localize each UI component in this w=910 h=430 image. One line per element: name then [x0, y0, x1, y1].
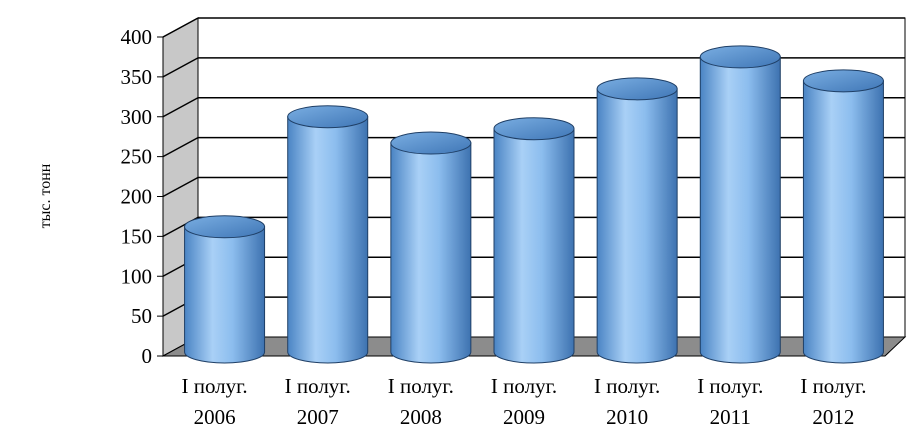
x-tick-label: I полуг.: [491, 374, 557, 398]
x-tick-label: I полуг.: [697, 374, 763, 398]
bar-body: [390, 142, 472, 364]
bar-cap: [184, 215, 266, 239]
x-tick-label-year: 2008: [400, 405, 442, 429]
bar-body: [184, 226, 266, 364]
bar: [493, 117, 575, 364]
bar-cap: [802, 69, 884, 93]
bar-body: [802, 80, 884, 364]
bar-cap: [493, 117, 575, 141]
y-tick-label: 300: [121, 105, 153, 129]
x-tick-label-year: 2006: [194, 405, 236, 429]
x-tick-label: I полуг.: [800, 374, 866, 398]
gridline-side: [162, 57, 199, 78]
x-tick-labels: I полуг. 2006 I полуг. 2007 I полуг. 2008 I по…: [181, 374, 866, 429]
x-tick-label: I полуг.: [181, 374, 247, 398]
bar: [287, 105, 369, 364]
y-tick-labels: 0 50 100 150 200 250 300 350 400: [121, 25, 153, 368]
gridline-side: [162, 176, 199, 198]
x-tick-label-year: 2012: [812, 405, 854, 429]
y-tick-label: 200: [121, 185, 153, 209]
y-tick-label: 50: [131, 304, 152, 328]
bar: [184, 215, 266, 364]
x-tick-label: I полуг.: [285, 374, 351, 398]
x-tick-label-year: 2007: [297, 405, 339, 429]
bar: [802, 69, 884, 364]
x-tick-label: I полуг.: [594, 374, 660, 398]
x-tick-label-year: 2011: [710, 405, 751, 429]
gridline-side: [162, 17, 199, 38]
gridline-side: [162, 137, 199, 158]
gridline-side: [162, 97, 199, 118]
bar-cap: [596, 77, 678, 101]
bar: [596, 77, 678, 364]
bar-cap: [287, 105, 369, 129]
bars: [184, 45, 884, 364]
bar: [699, 45, 781, 364]
y-tick-label: 150: [121, 224, 153, 248]
x-tick-label: I полуг.: [388, 374, 454, 398]
x-tick-label-year: 2010: [606, 405, 648, 429]
y-axis-label: тыс. тонн: [37, 163, 54, 228]
bar-body: [699, 56, 781, 364]
bar-body: [287, 116, 369, 364]
x-tick-label-year: 2009: [503, 405, 545, 429]
y-tick-label: 0: [142, 344, 153, 368]
bar-body: [596, 88, 678, 364]
y-tick-label: 250: [121, 145, 153, 169]
y-tick-label: 400: [121, 25, 153, 49]
y-tick-label: 100: [121, 264, 153, 288]
bar: [390, 131, 472, 364]
bar-cap: [699, 45, 781, 69]
bar-cap: [390, 131, 472, 155]
bar-body: [493, 128, 575, 364]
y-tick-label: 350: [121, 65, 153, 89]
